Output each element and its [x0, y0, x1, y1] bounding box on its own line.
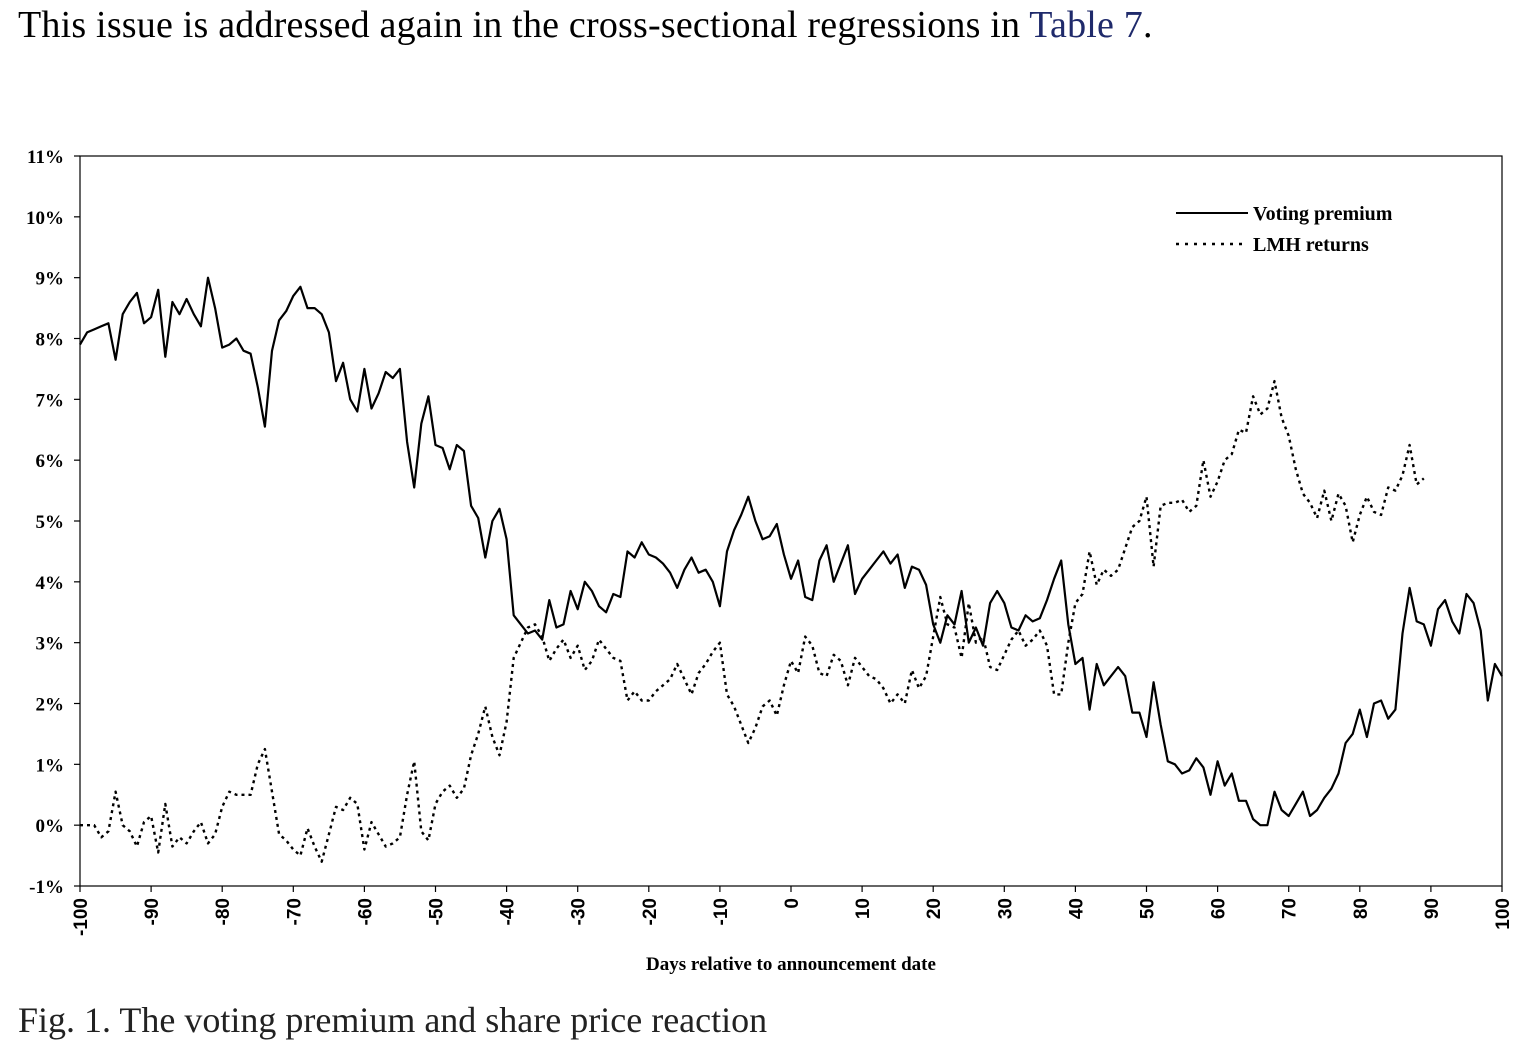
x-tick-label: 0	[782, 898, 803, 909]
y-tick-label: -1%	[29, 877, 64, 898]
x-tick-label: 10	[853, 898, 874, 919]
x-tick-label: 50	[1138, 898, 1159, 919]
x-tick-label: -90	[142, 898, 163, 925]
table-7-link[interactable]: Table 7	[1029, 4, 1143, 46]
legend-label: Voting premium	[1253, 203, 1393, 225]
figure-caption-fragment: Fig. 1. The voting premium and share pri…	[18, 1000, 768, 1040]
plot-area-frame	[79, 155, 1503, 887]
legend-label: LMH returns	[1253, 234, 1369, 256]
series-line-1	[80, 379, 1425, 863]
y-axis: -1% 0% 1% 2% 3% 4% 5% 6% 7% 8% 9% 10% 11%	[26, 147, 80, 898]
y-tick-label: 5%	[36, 512, 65, 533]
y-tick-label: 3%	[36, 634, 65, 655]
x-tick-label: 20	[924, 898, 945, 919]
x-axis: -100 -90 -80 -70 -60 -50 -40 -30 -20 -10 0 10 20 30 40…	[71, 886, 1514, 936]
x-tick-label: -80	[213, 898, 234, 925]
y-tick-label: 8%	[36, 330, 65, 351]
x-tick-label: 100	[1493, 898, 1514, 930]
y-tick-label: 6%	[36, 451, 65, 472]
x-tick-label: -40	[498, 898, 519, 925]
x-tick-label: -100	[71, 898, 92, 936]
x-axis-label: Days relative to announcement date	[646, 954, 936, 975]
x-tick-label: -30	[569, 898, 590, 925]
x-tick-label: 80	[1351, 898, 1372, 919]
series-layer	[79, 276, 1503, 863]
legend: Voting premium LMH returns	[1176, 203, 1393, 256]
intro-sentence: This issue is addressed again in the cro…	[18, 2, 1153, 48]
x-tick-label: 60	[1209, 898, 1230, 919]
x-tick-label: -20	[640, 898, 661, 925]
x-tick-label: -50	[427, 898, 448, 925]
x-tick-label: 30	[995, 898, 1016, 919]
x-tick-label: 40	[1066, 898, 1087, 919]
x-tick-label: -10	[711, 898, 732, 925]
x-tick-label: -60	[355, 898, 376, 925]
y-tick-label: 11%	[27, 147, 64, 168]
y-tick-label: 10%	[26, 208, 64, 229]
intro-text: This issue is addressed again in the cro…	[18, 4, 1030, 46]
x-tick-label: 90	[1422, 898, 1443, 919]
y-tick-label: 4%	[36, 573, 65, 594]
y-tick-label: 1%	[36, 755, 65, 776]
line-chart: -1%0%1%2%3%4%5%6%7%8%9%10%11% -100 -90 -80…	[26, 147, 1514, 975]
x-tick-label: 70	[1280, 898, 1301, 919]
y-tick-label: 9%	[36, 269, 65, 290]
y-tick-label: 2%	[36, 695, 65, 716]
y-tick-label: 7%	[36, 390, 65, 411]
intro-period: .	[1143, 4, 1153, 46]
x-tick-label: -70	[284, 898, 305, 925]
series-line-0	[79, 276, 1503, 827]
y-tick-label: 0%	[36, 816, 65, 837]
